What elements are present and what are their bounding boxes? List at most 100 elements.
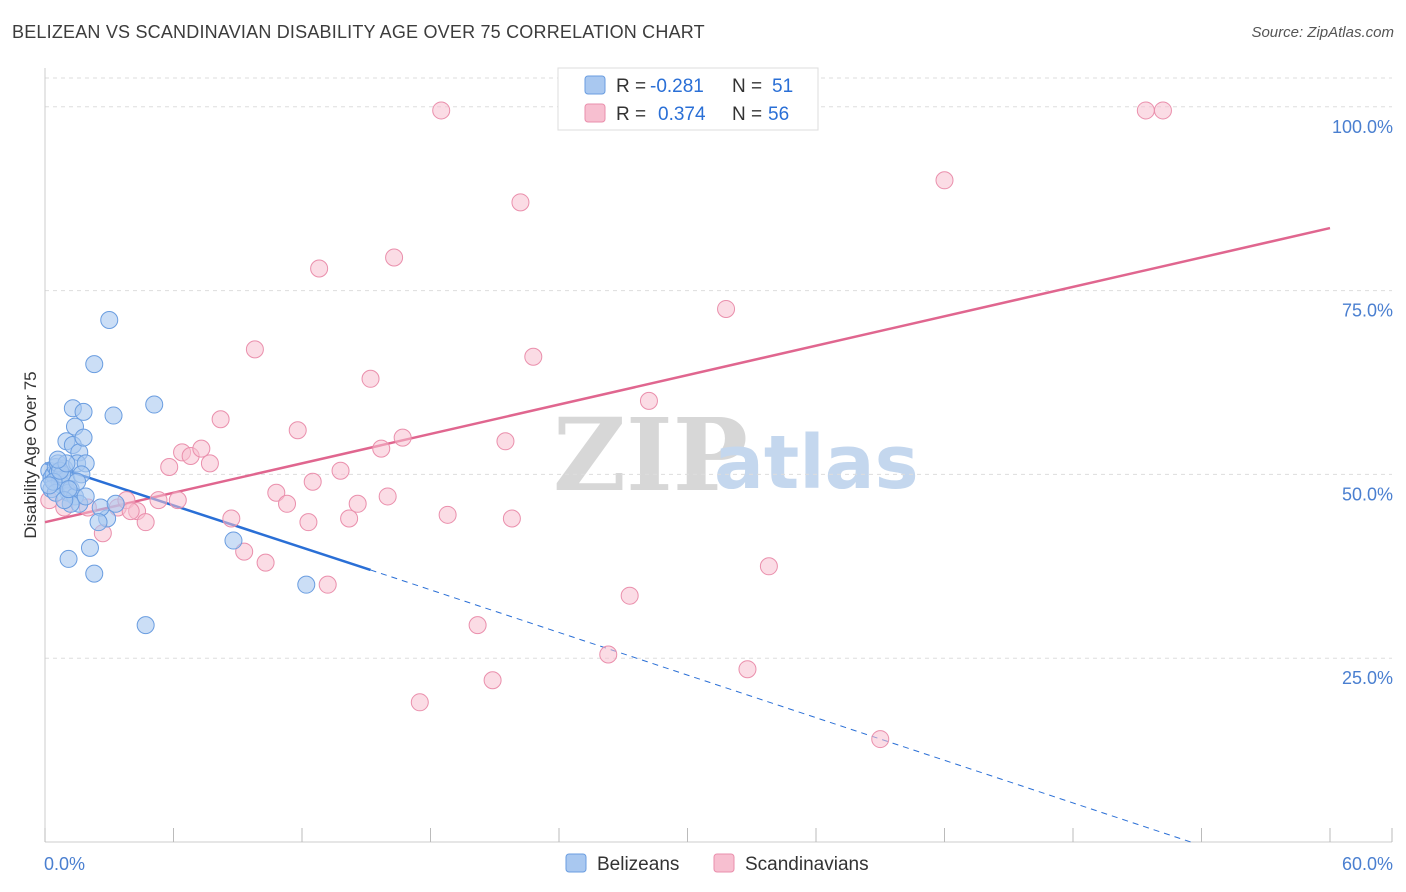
belizean-trend-extension [370,569,1191,843]
scandinavian-point [871,730,890,749]
scandinavian-point [222,509,241,528]
scandinavian-point [393,428,412,447]
scandinavian-point [211,410,230,429]
scandinavian-point [483,671,502,690]
scandinavian-point [235,542,254,561]
scandinavian-point [331,461,350,480]
belizean-point [40,476,59,495]
bottom-legend-belizean-swatch [565,853,587,873]
legend-scandinavian-swatch [584,103,606,123]
y-tick-label: 100.0% [1332,117,1393,137]
belizean-point [76,487,95,506]
scandinavian-point [1136,101,1155,120]
legend-belizean-r-value: -0.281 [650,76,704,97]
scandinavian-point [378,487,397,506]
y-tick-label: 50.0% [1342,484,1393,504]
scandinavian-point [438,505,457,524]
scandinavian-point [502,509,521,528]
scandinavian-point [192,439,211,458]
scandinavian-point [717,299,736,318]
scandinavian-point [935,171,954,190]
legend-scandinavian-r-value: 0.374 [658,104,706,125]
bottom-legend: Belizeans Scandinavians [565,853,869,875]
legend-scandinavian-r-label: R = [616,104,646,125]
belizean-point [48,450,67,469]
scandinavian-point [245,340,264,359]
legend-scandinavian-n-label: N = [732,104,762,125]
scandinavian-point [385,248,404,267]
belizean-point [136,616,155,635]
y-tick-label: 75.0% [1342,301,1393,321]
belizean-point [74,402,93,421]
scandinavian-point [1153,101,1172,120]
scandinavian-point [432,101,451,120]
scandinavian-point [759,557,778,576]
scandinavian-point [468,616,487,635]
scandinavian-point [136,513,155,532]
scandinavian-point [168,491,187,510]
scandinavian-point [348,494,367,513]
scandinavian-point [149,491,168,510]
watermark-zip: ZIP [553,396,748,514]
y-axis-title: Disability Age Over 75 [21,371,40,538]
legend-belizean-n-label: N = [732,76,762,97]
scandinavian-point [121,502,140,521]
x-tick-label: 60.0% [1342,854,1393,874]
chart-title: BELIZEAN VS SCANDINAVIAN DISABILITY AGE … [12,22,705,42]
scandinavian-point [278,494,297,513]
belizean-point [104,406,123,425]
scandinavian-point [256,553,275,572]
scandinavian-trend-line [44,226,1331,524]
y-tick-label: 25.0% [1342,668,1393,688]
belizean-point [59,549,78,568]
scandinavian-point [288,421,307,440]
belizean-point [224,531,243,550]
scandinavian-point [340,509,359,528]
scandinavian-point [160,458,179,477]
scandinavian-point [318,575,337,594]
scandinavian-point [361,369,380,388]
scandinavian-point [200,454,219,473]
belizean-point [74,428,93,447]
belizean-point [100,310,119,329]
belizean-point [89,513,108,532]
scandinavian-point [524,347,543,366]
belizean-point [297,575,316,594]
bottom-legend-scandinavian-swatch [713,853,735,873]
y-tick-labels: 25.0% 50.0% 75.0% 100.0% [1332,117,1393,688]
belizean-point [59,480,78,499]
belizean-point [91,498,110,517]
scandinavian-point [496,432,515,451]
scandinavian-point [639,391,658,410]
legend-belizean-r-label: R = [616,76,646,97]
scandinavian-points [40,101,1172,749]
bottom-legend-scandinavian-label: Scandinavians [745,854,869,875]
scandinavian-point [738,660,757,679]
belizean-point [106,494,125,513]
scandinavian-point [299,513,318,532]
legend-scandinavian-n-value: 56 [768,104,789,125]
scandinavian-point [620,586,639,605]
scandinavian-point [599,645,618,664]
legend-belizean-swatch [584,75,606,95]
legend-belizean-n-value: 51 [772,76,793,97]
belizean-trend-line [44,462,371,572]
source-label: Source: ZipAtlas.com [1251,24,1394,41]
belizean-point [145,395,164,414]
scandinavian-point [410,693,429,712]
belizean-points [40,310,316,635]
watermark-atlas: atlas [714,420,919,506]
scandinavian-point [303,472,322,491]
belizean-point [85,564,104,583]
legend: R = -0.281 N = 51 R = 0.374 N = 56 [557,67,819,131]
axes [44,68,1393,843]
bottom-legend-belizean-label: Belizeans [597,854,679,875]
scandinavian-point [310,259,329,278]
x-tick-label: 0.0% [44,854,85,874]
trend-lines [44,226,1331,843]
scandinavian-point [372,439,391,458]
scandinavian-point [267,483,286,502]
belizean-point [80,538,99,557]
x-tick-labels: 0.0% 60.0% [44,854,1393,874]
